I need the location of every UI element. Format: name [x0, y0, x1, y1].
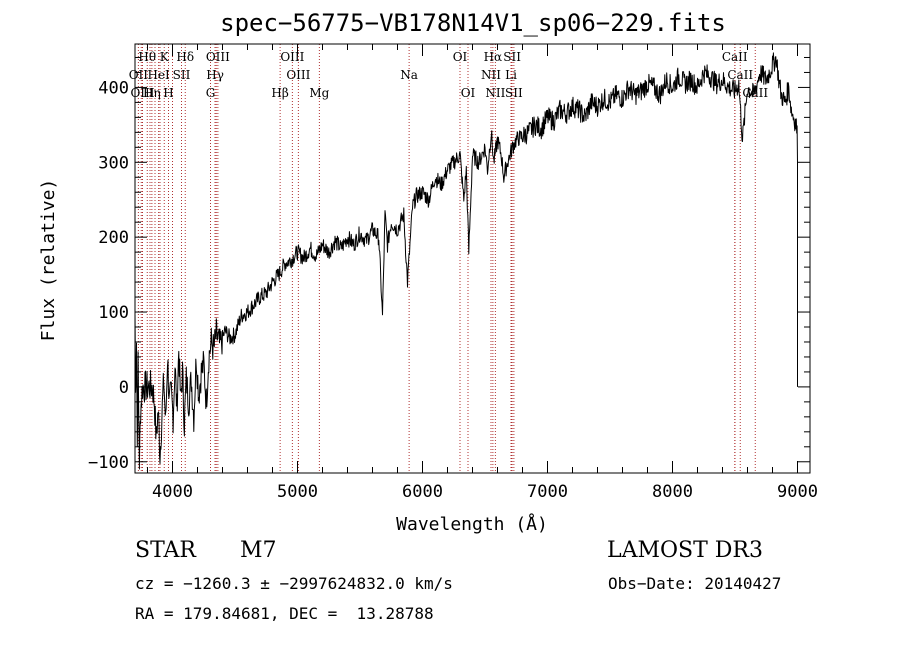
- x-tick-label: 7000: [527, 482, 568, 502]
- spectral-line-label: Na: [400, 68, 418, 82]
- spectral-line-label: CaII: [722, 50, 748, 64]
- x-axis-label: Wavelength (Å): [396, 513, 548, 535]
- object-class: STAR: [135, 538, 196, 563]
- survey-name: LAMOST DR3: [607, 538, 763, 563]
- x-tick-label: 8000: [652, 482, 693, 502]
- x-tick-label: 9000: [777, 482, 818, 502]
- coordinates-line: RA = 179.84681, DEC = 13.28788: [135, 604, 434, 623]
- spectral-line-label: OIII: [286, 68, 310, 82]
- spectral-line-label: OI: [453, 50, 468, 64]
- spectral-line-label: Hβ: [271, 86, 288, 100]
- spectral-line-label: OIII: [130, 86, 154, 100]
- spectral-line-label: SII: [505, 86, 523, 100]
- spectral-line-label: SII: [503, 50, 521, 64]
- x-tick-label: 6000: [402, 482, 443, 502]
- y-axis-label: Flux (relative): [38, 179, 59, 342]
- spectral-line-label: H: [163, 86, 173, 100]
- spectral-line-label: Mg: [309, 86, 329, 100]
- x-tick-label: 5000: [277, 482, 318, 502]
- y-tick-label: 300: [98, 153, 129, 173]
- spectral-line-label: G: [206, 86, 216, 100]
- spectral-line-label: CaII: [727, 68, 753, 82]
- spectral-line-label: Li: [505, 68, 517, 82]
- y-tick-label: 100: [98, 303, 129, 323]
- spectral-line-label: Hα: [484, 50, 503, 64]
- line-markers: [137, 44, 756, 473]
- object-subclass: M7: [240, 538, 277, 563]
- spectral-line-label: CaII: [742, 86, 768, 100]
- chart-title: spec−56775−VB178N14V1_sp06−229.fits: [220, 9, 726, 37]
- y-tick-label: 0: [119, 378, 129, 398]
- obs-date: Obs−Date: 20140427: [608, 574, 782, 593]
- y-tick-label: −100: [88, 453, 129, 473]
- spectral-line-label: OII: [129, 68, 149, 82]
- y-tick-label: 200: [98, 228, 129, 248]
- spectral-line-label: OIII: [206, 50, 230, 64]
- spectral-line-label: Hθ: [138, 50, 156, 64]
- spectrum-group: [134, 52, 798, 470]
- redshift-line: cz = −1260.3 ± −2997624832.0 km/s: [135, 574, 453, 593]
- plot-frame: [134, 43, 811, 474]
- spectral-line-label: SII: [173, 68, 191, 82]
- spectrum-line: [134, 52, 798, 470]
- x-tick-label: 4000: [152, 482, 193, 502]
- y-tick-label: 400: [98, 78, 129, 98]
- spectral-line-label: HeI: [147, 68, 170, 82]
- spectral-line-label: Hγ: [206, 68, 224, 82]
- spectral-line-label: OIII: [280, 50, 304, 64]
- axis-ticks: 4000 5000 6000 7000 8000 9000 −100 0 100 200 300 40…: [88, 44, 818, 502]
- spectral-line-label: NII: [485, 86, 505, 100]
- spectral-line-label: OI: [461, 86, 476, 100]
- spectral-line-label: Hδ: [176, 50, 194, 64]
- spectral-line-label: NII: [481, 68, 501, 82]
- spectral-line-label: K: [160, 50, 170, 64]
- spectral-line-label: Hη: [143, 86, 161, 100]
